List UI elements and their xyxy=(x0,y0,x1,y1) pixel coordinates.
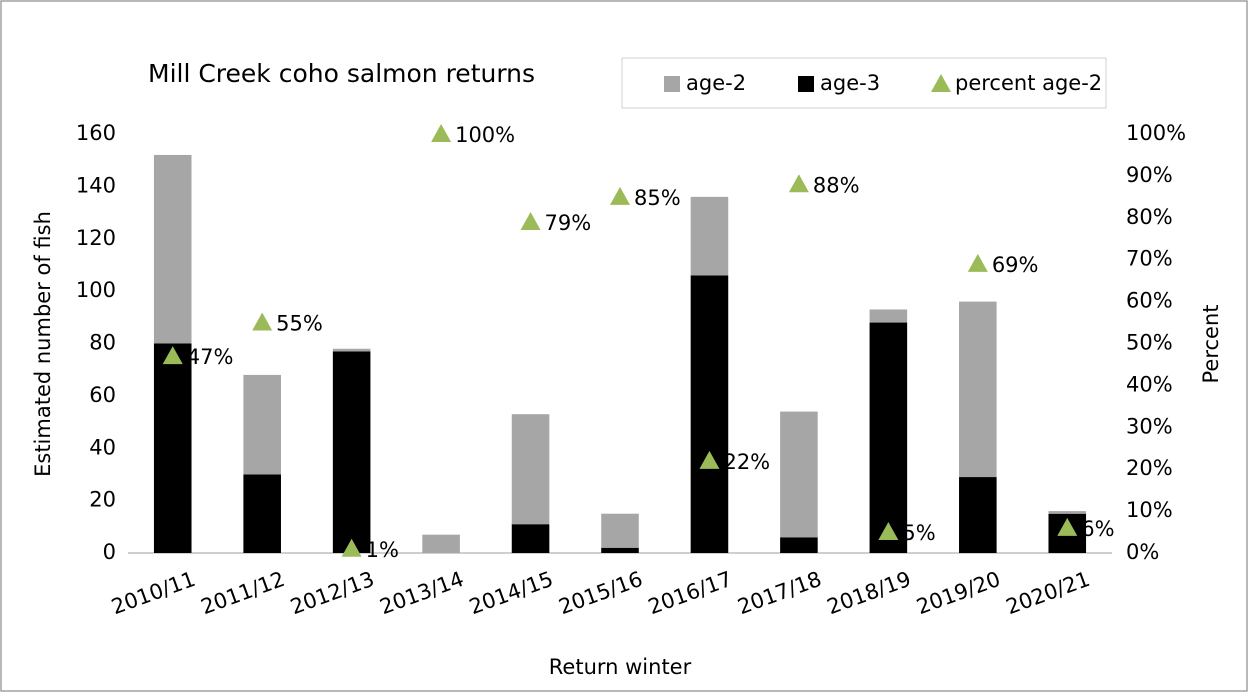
y2-axis-title: Percent xyxy=(1199,304,1223,383)
y2-tick-label: 70% xyxy=(1126,247,1173,271)
y2-tick-label: 50% xyxy=(1126,331,1173,355)
marker xyxy=(699,450,720,469)
bar-segment xyxy=(422,534,460,553)
bar-segment xyxy=(511,524,550,553)
y-tick-label: 40 xyxy=(89,435,116,459)
marker xyxy=(967,253,988,272)
y-tick-label: 60 xyxy=(89,383,116,407)
y2-tick-label: 30% xyxy=(1126,414,1173,438)
data-label: 6% xyxy=(1081,517,1114,541)
bar-segment xyxy=(959,301,997,478)
data-label: 1% xyxy=(366,538,399,562)
bar-segment xyxy=(332,348,371,352)
y2-tick-label: 40% xyxy=(1126,372,1173,396)
marker xyxy=(252,312,273,331)
y-tick-label: 120 xyxy=(76,226,116,250)
bar-segment xyxy=(869,309,908,323)
bar-segment xyxy=(690,275,729,553)
bar-segment xyxy=(869,322,908,553)
y2-tick-label: 100% xyxy=(1126,121,1186,145)
legend-label: age-2 xyxy=(686,71,746,95)
legend-swatch xyxy=(798,76,814,92)
legend-box xyxy=(621,57,1107,109)
chart-title: Mill Creek coho salmon returns xyxy=(148,59,535,88)
y-tick-label: 140 xyxy=(76,173,116,197)
legend-marker xyxy=(931,74,951,92)
y2-tick-label: 20% xyxy=(1126,456,1173,480)
bar-segment xyxy=(959,477,997,553)
data-label: 88% xyxy=(813,173,860,197)
y2-tick-label: 80% xyxy=(1126,205,1173,229)
bar-segment xyxy=(153,154,192,344)
y-tick-label: 0 xyxy=(103,540,116,564)
marker xyxy=(431,124,452,142)
bar-segment xyxy=(153,343,192,553)
legend-label: age-3 xyxy=(820,71,880,95)
bar-segment xyxy=(511,414,550,525)
legend-label: percent age-2 xyxy=(955,71,1102,95)
data-label: 79% xyxy=(545,211,592,235)
legend-swatch xyxy=(664,76,680,92)
data-label: 22% xyxy=(723,450,770,474)
marker xyxy=(878,522,899,541)
y2-tick-label: 90% xyxy=(1126,163,1173,187)
y2-tick-label: 0% xyxy=(1126,540,1159,564)
bar-segment xyxy=(780,537,818,553)
bar-segment xyxy=(243,474,281,553)
bar-segment xyxy=(780,411,818,538)
data-label: 47% xyxy=(187,345,234,369)
bar-segment xyxy=(1048,511,1087,514)
marker xyxy=(162,346,183,365)
marker xyxy=(520,211,541,230)
bar-segment xyxy=(690,196,729,276)
y-tick-label: 160 xyxy=(76,121,116,145)
marker xyxy=(610,186,630,205)
data-label: 85% xyxy=(634,186,681,210)
data-label: 100% xyxy=(455,123,515,147)
bar-segment xyxy=(601,513,639,548)
x-axis-title: Return winter xyxy=(549,655,692,679)
data-label: 69% xyxy=(992,253,1039,277)
bar-segment xyxy=(243,374,281,475)
y2-tick-label: 10% xyxy=(1126,498,1173,522)
marker xyxy=(341,538,362,557)
marker xyxy=(788,174,809,193)
y-tick-label: 100 xyxy=(76,278,116,302)
marker xyxy=(1057,517,1078,536)
y-axis-title: Estimated number of fish xyxy=(31,211,55,477)
data-label: 5% xyxy=(902,521,935,545)
y-tick-label: 80 xyxy=(89,331,116,355)
data-label: 55% xyxy=(276,312,323,336)
bar-segment xyxy=(601,547,639,553)
y-tick-label: 20 xyxy=(89,488,116,512)
y2-tick-label: 60% xyxy=(1126,289,1173,313)
bar-segment xyxy=(332,351,371,553)
